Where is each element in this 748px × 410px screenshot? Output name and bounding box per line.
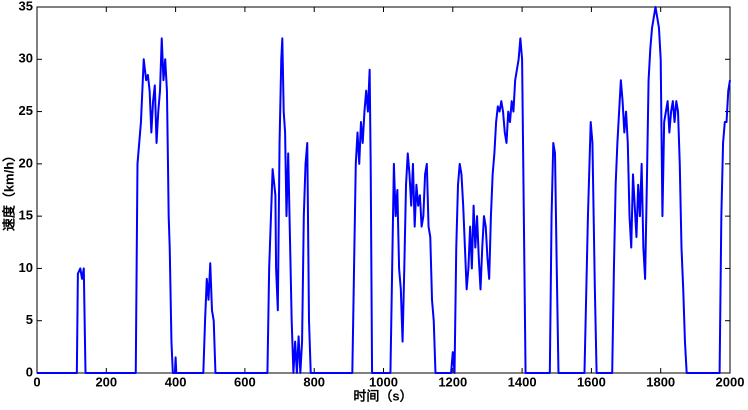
y-tick-label: 0: [26, 364, 33, 379]
x-tick-label: 1200: [438, 374, 467, 389]
y-tick-label: 35: [19, 0, 33, 13]
y-axis-label: 速度（km/h）: [1, 149, 16, 231]
x-axis-label: 时间（s）: [353, 388, 412, 403]
x-tick-label: 400: [165, 374, 187, 389]
y-tick-label: 20: [19, 155, 33, 170]
x-tick-label: 600: [234, 374, 256, 389]
plot-area: [36, 6, 731, 374]
line-series: [37, 6, 731, 374]
y-tick-label: 25: [19, 103, 33, 118]
y-tick-label: 10: [19, 260, 33, 275]
y-tick-label: 30: [19, 51, 33, 66]
x-tick-label: 1600: [577, 374, 606, 389]
y-tick-label: 5: [26, 312, 33, 327]
x-tick-label: 1800: [646, 374, 675, 389]
x-tick-label: 1000: [369, 374, 398, 389]
x-tick-label: 800: [303, 374, 325, 389]
y-tick-label: 15: [19, 208, 33, 223]
x-tick-label: 2000: [716, 374, 745, 389]
x-tick-label: 0: [33, 374, 40, 389]
x-tick-label: 1400: [508, 374, 537, 389]
x-tick-label: 200: [95, 374, 117, 389]
